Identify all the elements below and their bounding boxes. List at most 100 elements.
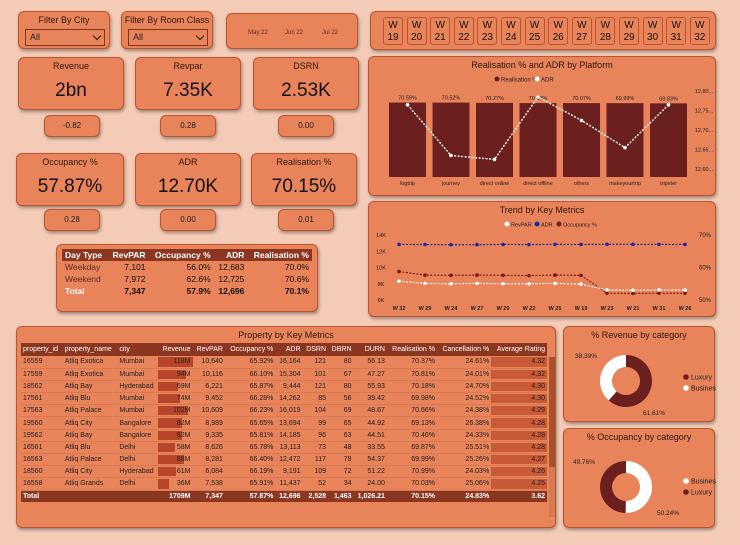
trend-point[interactable] xyxy=(475,281,479,286)
trend-point[interactable] xyxy=(553,273,557,277)
trend-point[interactable] xyxy=(631,291,635,296)
property-header-cell[interactable]: Realisation % xyxy=(386,343,437,356)
property-header-cell[interactable]: property_id xyxy=(21,343,63,356)
trend-point[interactable] xyxy=(449,242,453,247)
platform-bar[interactable] xyxy=(476,102,513,177)
adr-point[interactable] xyxy=(492,157,497,162)
property-header-cell[interactable]: Average Rating xyxy=(491,343,547,356)
trend-point[interactable] xyxy=(527,242,531,247)
week-slicer-item[interactable]: W 19 xyxy=(383,17,403,45)
table-row[interactable]: 16561 Atliq Blu Delhi 58M 8,626 65.78% 13,113 7… xyxy=(21,441,547,455)
dt-header-daytype[interactable]: Day Type xyxy=(65,250,103,260)
trend-point[interactable] xyxy=(397,269,401,274)
trend-point[interactable] xyxy=(553,242,557,247)
adr-point[interactable] xyxy=(536,95,540,99)
trend-point[interactable] xyxy=(579,282,583,286)
room-class-filter-dropdown[interactable]: All xyxy=(128,29,208,46)
table-row[interactable]: 18562 Atliq Bay Hyderabad 69M 6,221 65.87% 9,4… xyxy=(21,380,547,394)
week-slicer-item[interactable]: W 32 xyxy=(689,17,710,45)
property-header-cell[interactable]: Occupancy % xyxy=(224,343,276,356)
trend-point[interactable] xyxy=(501,242,505,247)
property-header-cell[interactable]: RevPAR xyxy=(192,343,225,356)
trend-point[interactable] xyxy=(579,242,583,247)
adr-point[interactable] xyxy=(449,153,453,158)
trend-point[interactable] xyxy=(579,273,583,278)
week-slicer-item[interactable]: W 21 xyxy=(430,17,451,45)
property-header-cell[interactable]: property_name xyxy=(62,343,118,356)
platform-bar[interactable] xyxy=(519,103,557,177)
property-header-cell[interactable]: Cancellation % xyxy=(436,343,492,356)
property-header-cell[interactable]: DBRN xyxy=(328,343,354,356)
dt-header-revpar[interactable]: RevPAR xyxy=(112,250,146,260)
dt-header-occupancy[interactable]: Occupancy % xyxy=(154,250,211,260)
trend-point[interactable] xyxy=(631,242,635,247)
table-row[interactable]: 19560 Atliq City Bangalore 82M 8,989 65.65% 13… xyxy=(21,416,547,430)
trend-point[interactable] xyxy=(475,273,479,277)
trend-point[interactable] xyxy=(631,288,635,293)
week-slicer-item[interactable]: W 24 xyxy=(501,17,521,45)
platform-bar[interactable] xyxy=(606,103,644,177)
table-row[interactable]: 16559 Atliq Exotica Mumbai 118M 10,640 65.92%… xyxy=(21,356,547,369)
adr-point[interactable] xyxy=(666,103,671,107)
trend-point[interactable] xyxy=(397,242,401,247)
trend-point[interactable] xyxy=(501,273,505,278)
trend-point[interactable] xyxy=(657,242,661,247)
week-slicer-item[interactable]: W 20 xyxy=(406,17,427,45)
week-slicer-item[interactable]: W 26 xyxy=(548,17,569,45)
trend-point[interactable] xyxy=(605,288,609,292)
property-header-cell[interactable]: Revenue xyxy=(158,343,193,356)
trend-point[interactable] xyxy=(683,242,687,247)
donut-slice-luxury[interactable] xyxy=(608,355,652,407)
trend-point[interactable] xyxy=(423,273,427,277)
trend-point[interactable] xyxy=(501,281,505,286)
trend-point[interactable] xyxy=(527,281,531,286)
week-slicer-item[interactable]: W 28 xyxy=(595,17,616,45)
month-may[interactable]: May 22 xyxy=(248,30,268,36)
month-jul[interactable]: Jul 22 xyxy=(321,30,338,36)
dt-header-realisation[interactable]: Realisation % xyxy=(253,250,309,260)
table-scrollbar[interactable] xyxy=(549,357,555,517)
platform-bar[interactable] xyxy=(389,102,426,177)
week-slicer-item[interactable]: W 29 xyxy=(619,17,639,45)
month-jun[interactable]: Jun 22 xyxy=(284,30,303,36)
week-slicer-item[interactable]: W 31 xyxy=(666,17,687,45)
table-row[interactable]: 19562 Atliq Bay Bangalore 82M 9,335 65.81% 14,… xyxy=(21,429,547,442)
table-row[interactable]: 16563 Atliq Palace Delhi 88M 8,281 66.40% 12,4… xyxy=(21,453,547,467)
adr-point[interactable] xyxy=(405,103,410,107)
trend-point[interactable] xyxy=(657,288,661,292)
trend-point[interactable] xyxy=(553,281,557,286)
trend-point[interactable] xyxy=(449,273,453,278)
table-row[interactable]: 17561 Atliq Blu Mumbai 74M 9,452 66.28% 14,262… xyxy=(21,392,547,406)
property-header-cell[interactable]: DURN xyxy=(353,343,387,356)
trend-point[interactable] xyxy=(657,291,661,296)
week-slicer-item[interactable]: W 27 xyxy=(571,17,592,45)
table-row[interactable]: 17559 Atliq Exotica Mumbai 94M 10,116 66.10% 1… xyxy=(21,368,547,381)
adr-point[interactable] xyxy=(623,145,627,150)
trend-point[interactable] xyxy=(683,291,687,296)
property-header-cell[interactable]: ADR xyxy=(275,343,303,356)
table-row[interactable]: 17563 Atliq Palace Mumbai 102M 10,609 66.23% 1… xyxy=(21,404,547,418)
table-row[interactable]: 18560 Atliq City Hyderabad 61M 6,084 66.19% 9,… xyxy=(21,465,547,479)
trend-point[interactable] xyxy=(605,242,609,247)
trend-point[interactable] xyxy=(475,242,479,247)
property-header-cell[interactable]: city xyxy=(117,343,159,356)
trend-point[interactable] xyxy=(683,288,687,292)
scrollbar-thumb[interactable] xyxy=(549,357,555,467)
trend-point[interactable] xyxy=(423,242,427,247)
week-slicer-item[interactable]: W 23 xyxy=(477,17,498,45)
trend-point[interactable] xyxy=(423,281,427,286)
donut-slice-luxury[interactable] xyxy=(599,461,626,513)
trend-point[interactable] xyxy=(449,281,453,286)
city-filter-dropdown[interactable]: All xyxy=(25,29,105,46)
table-row[interactable]: 16558 Atliq Grands Delhi 36M 7,538 65.91% 11,4… xyxy=(21,477,547,491)
week-slicer-item[interactable]: W 25 xyxy=(524,17,545,45)
trend-point[interactable] xyxy=(605,291,609,296)
platform-bar[interactable] xyxy=(432,102,470,177)
platform-bar[interactable] xyxy=(563,103,600,177)
donut-slice-business[interactable] xyxy=(625,461,652,513)
dt-header-adr[interactable]: ADR xyxy=(225,250,245,260)
donut-slice-business[interactable] xyxy=(600,355,626,401)
week-slicer-item[interactable]: W 22 xyxy=(453,17,474,45)
adr-point[interactable] xyxy=(579,118,584,123)
platform-bar[interactable] xyxy=(650,103,687,177)
